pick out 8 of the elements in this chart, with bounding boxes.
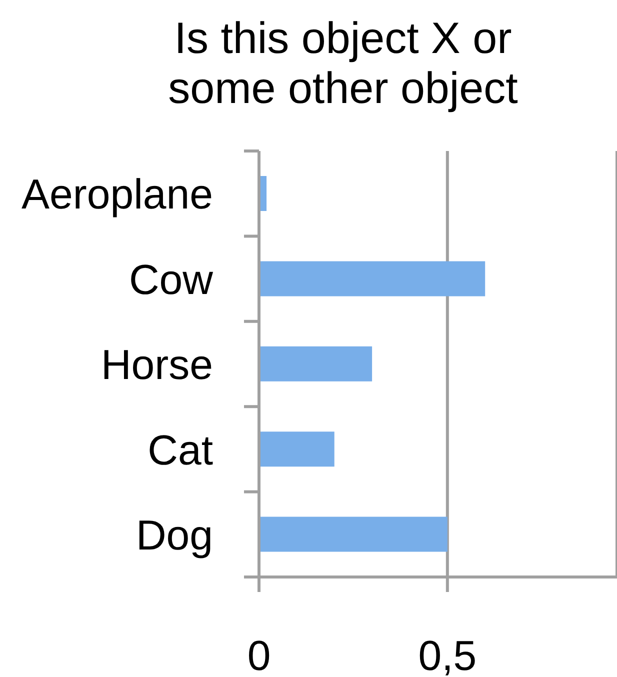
y-tick-label: Cow: [128, 256, 214, 303]
chart-title: Is this object X or some other object: [167, 14, 519, 114]
y-tick-label: Dog: [136, 512, 213, 559]
x-tick-label: 0,5: [418, 632, 477, 677]
x-tick-label: 0: [247, 632, 271, 677]
y-tick-label: Cat: [148, 426, 214, 474]
y-tick-label: Horse: [100, 341, 213, 388]
y-tick-label: Aeroplane: [22, 170, 213, 218]
